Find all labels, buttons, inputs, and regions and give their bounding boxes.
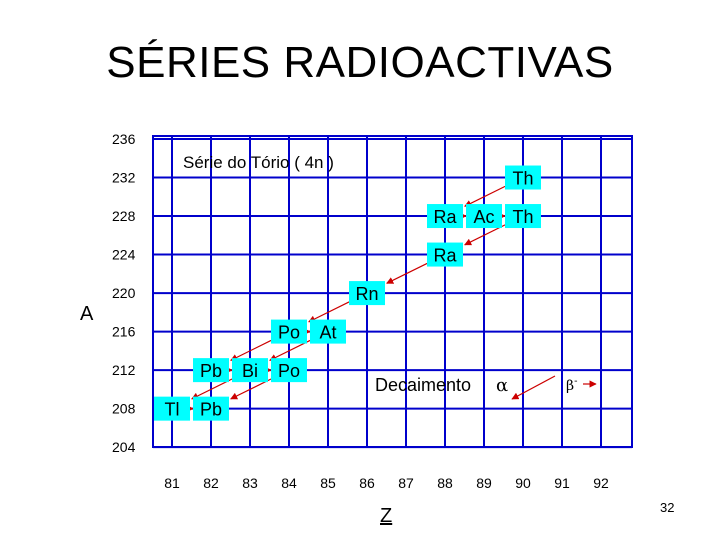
nuclide-box: Bi	[232, 358, 268, 383]
page-number: 32	[660, 500, 675, 515]
nuclide-box-bg	[271, 358, 307, 383]
nuclide-symbol: Ra	[433, 246, 457, 266]
alpha-decay-arrow	[269, 339, 311, 361]
nuclide-box-bg	[310, 319, 346, 344]
nuclide-box: Tl	[154, 396, 190, 421]
y-tick-label: 224	[112, 247, 136, 263]
nuclide-box: Th	[505, 204, 541, 229]
slide-title: SÉRIES RADIOACTIVAS	[106, 38, 614, 87]
nuclide-box: Po	[271, 358, 307, 383]
nuclide-box-bg	[466, 204, 502, 229]
y-tick-label: 220	[112, 285, 136, 301]
x-tick-label: 82	[203, 475, 219, 491]
nuclide-symbol: Th	[512, 169, 533, 189]
nuclide-symbol: Pb	[200, 400, 222, 420]
decay-arrows	[186, 185, 506, 413]
x-tick-label: 88	[437, 475, 453, 491]
nuclide-box: Rn	[349, 281, 385, 306]
x-tick-label: 81	[164, 475, 180, 491]
alpha-decay-arrow	[464, 224, 506, 246]
nuclide-box: Ra	[427, 204, 463, 229]
nuclide-symbol: At	[319, 323, 336, 343]
nuclide-symbol: Pb	[200, 361, 222, 381]
x-tick-label: 85	[320, 475, 336, 491]
x-tick-label: 90	[515, 475, 531, 491]
nuclide-box: Pb	[193, 396, 229, 421]
alpha-decay-arrow	[230, 378, 272, 400]
x-tick-label: 92	[593, 475, 609, 491]
legend: Decaimento α β-	[375, 375, 597, 400]
nuclide-symbol: Bi	[242, 361, 258, 381]
nuclide-box: Th	[505, 165, 541, 190]
nuclide-box: Pb	[193, 358, 229, 383]
legend-beta-base: β	[566, 378, 574, 394]
nuclide-symbol: Rn	[355, 284, 378, 304]
legend-alpha-arrow	[511, 375, 556, 400]
nuclide-symbol: Tl	[165, 400, 180, 420]
legend-beta-symbol: β-	[566, 376, 577, 394]
x-tick-label: 84	[281, 475, 297, 491]
nuclide-symbol: Ra	[433, 207, 457, 227]
nuclide-box-bg	[427, 242, 463, 267]
nuclide-box-bg	[193, 358, 229, 383]
nuclide-box-bg	[505, 165, 541, 190]
nuclide-box: Ra	[427, 242, 463, 267]
chart-title: Série do Tório ( 4n )	[183, 153, 334, 172]
nuclide-symbol: Ac	[473, 207, 494, 227]
y-tick-label: 204	[112, 439, 136, 455]
alpha-decay-arrow	[464, 185, 506, 207]
nuclide-box-bg	[505, 204, 541, 229]
y-tick-label: 232	[112, 170, 136, 186]
legend-beta-superscript: -	[574, 376, 577, 387]
y-tick-label: 208	[112, 401, 136, 417]
nuclide-symbol: Th	[512, 207, 533, 227]
legend-alpha-symbol: α	[496, 375, 508, 396]
nuclide-box: Po	[271, 319, 307, 344]
legend-label: Decaimento	[375, 375, 471, 395]
alpha-decay-arrow	[191, 378, 233, 400]
x-tick-labels: 81 82 83 84 85 86 87 88 89 90 91 92	[164, 475, 609, 491]
nuclide-box-bg	[349, 281, 385, 306]
nuclide-box-bg	[271, 319, 307, 344]
nuclide-box-bg	[193, 396, 229, 421]
x-axis-label: Z	[380, 505, 392, 527]
nuclide-box-bg	[427, 204, 463, 229]
x-tick-label: 87	[398, 475, 414, 491]
x-tick-label: 89	[476, 475, 492, 491]
alpha-decay-arrow	[308, 301, 350, 323]
alpha-decay-arrow	[230, 339, 272, 361]
nuclide-boxes: Th Ra Ac Th Ra Rn Po At Pb Bi Po Tl Pb	[154, 165, 541, 421]
y-tick-label: 236	[112, 131, 136, 147]
nuclide-box: At	[310, 319, 346, 344]
y-axis-label: A	[80, 303, 94, 325]
y-tick-labels: 236 232 228 224 220 216 212 208 204	[112, 131, 136, 455]
x-tick-label: 86	[359, 475, 375, 491]
nuclide-box-bg	[154, 396, 190, 421]
y-tick-label: 216	[112, 324, 136, 340]
y-tick-label: 212	[112, 362, 136, 378]
nuclide-symbol: Po	[278, 323, 300, 343]
nuclide-box: Ac	[466, 204, 502, 229]
nuclide-box-bg	[232, 358, 268, 383]
alpha-decay-arrow	[386, 262, 428, 284]
x-tick-label: 83	[242, 475, 258, 491]
y-tick-label: 228	[112, 208, 136, 224]
x-tick-label: 91	[554, 475, 570, 491]
nuclide-symbol: Po	[278, 361, 300, 381]
